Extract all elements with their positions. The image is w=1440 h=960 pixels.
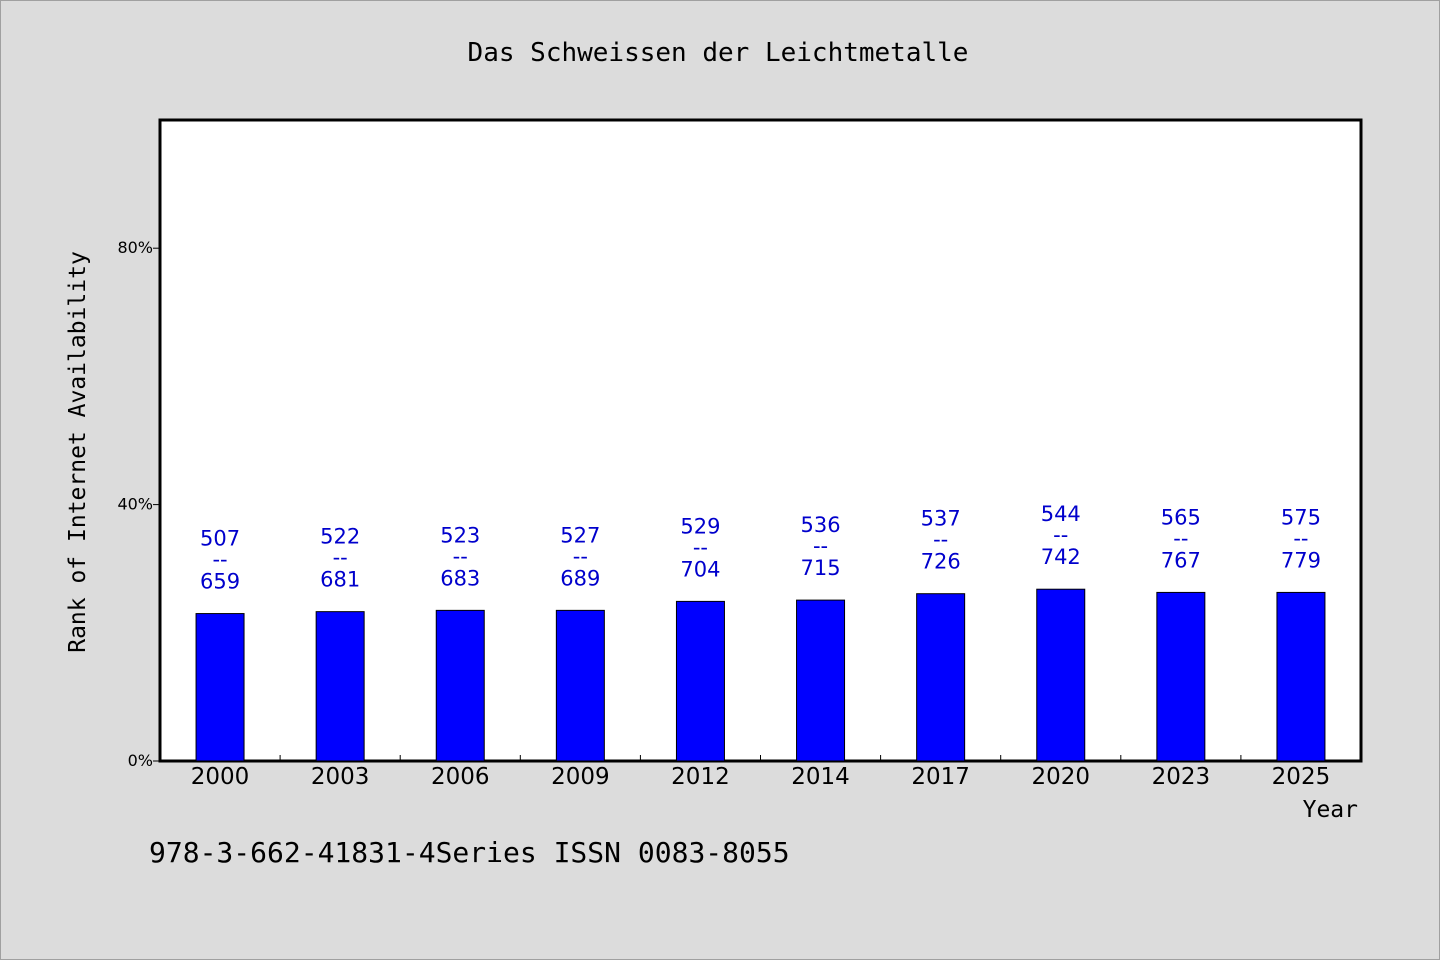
data-label: 565 [1161, 505, 1201, 529]
data-label: 681 [320, 568, 360, 592]
data-label: -- [1053, 523, 1068, 547]
y-tick-label: 80% [117, 238, 153, 257]
data-label: 689 [560, 566, 600, 590]
data-label: 659 [200, 570, 240, 594]
data-label: 742 [1041, 545, 1081, 569]
data-label: -- [573, 544, 588, 568]
data-label: 704 [680, 557, 720, 581]
data-label: 544 [1041, 502, 1081, 526]
x-tick-label: 2009 [551, 764, 610, 790]
x-tick-label: 2017 [911, 764, 970, 790]
bar [315, 611, 365, 762]
bar [555, 609, 605, 762]
data-label: -- [453, 544, 468, 568]
data-label: 767 [1161, 548, 1201, 572]
data-label: -- [933, 528, 948, 552]
x-tick-label: 2006 [431, 764, 490, 790]
x-tick-label: 2025 [1272, 764, 1331, 790]
y-tick-label: 40% [117, 495, 153, 514]
bar [435, 609, 485, 762]
data-label: 575 [1281, 505, 1321, 529]
data-label: 523 [440, 523, 480, 547]
data-label: -- [1293, 526, 1308, 550]
x-tick-label: 2014 [791, 764, 850, 790]
x-axis-title: Year [1303, 797, 1358, 823]
y-tick-label: 0% [128, 751, 153, 770]
data-label: 715 [801, 556, 841, 580]
chart-title: Das Schweissen der Leichtmetalle [468, 38, 969, 68]
bar [916, 593, 966, 762]
data-label: 529 [680, 514, 720, 538]
data-label: 726 [921, 550, 961, 574]
bar [1156, 591, 1206, 762]
data-label: 536 [801, 513, 841, 537]
data-label: -- [813, 534, 828, 558]
data-label: -- [1173, 526, 1188, 550]
bar [796, 599, 846, 762]
data-label: 683 [440, 566, 480, 590]
data-label: -- [333, 546, 348, 570]
bar [1036, 588, 1086, 762]
x-tick-label: 2023 [1152, 764, 1211, 790]
data-label: 779 [1281, 548, 1321, 572]
x-tick-label: 2000 [191, 764, 250, 790]
data-label: -- [693, 535, 708, 559]
y-axis-title: Rank of Internet Availability [65, 251, 91, 653]
x-tick-label: 2012 [671, 764, 730, 790]
x-tick-label: 2003 [311, 764, 370, 790]
data-label: 537 [921, 507, 961, 531]
x-axis-ticks: 2000 2003 2006 2009 2012 2014 2017 2020 2023 2025 [191, 755, 1330, 790]
x-tick-label: 2020 [1031, 764, 1090, 790]
bar [675, 600, 725, 762]
data-label: 507 [200, 527, 240, 551]
y-axis-ticks: 0% 40% 80% [117, 238, 160, 770]
data-labels: 507--659522--681523--683527--689529--704… [200, 502, 1321, 593]
bars [195, 588, 1326, 762]
data-label: 527 [560, 523, 600, 547]
bar [195, 613, 245, 762]
data-label: -- [212, 548, 227, 572]
footer-text: 978-3-662-41831-4Series ISSN 0083-8055 [149, 836, 790, 869]
data-label: 522 [320, 525, 360, 549]
bar [1276, 591, 1326, 762]
